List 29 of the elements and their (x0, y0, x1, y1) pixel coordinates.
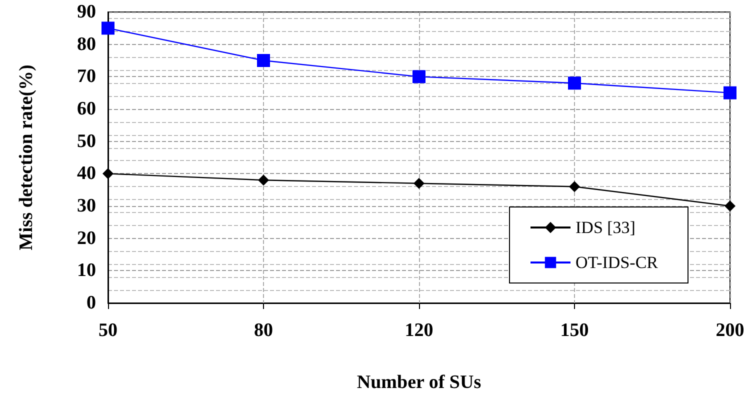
y-tick-label: 20 (77, 228, 96, 249)
x-tick-label: 150 (560, 320, 589, 341)
x-axis-title: Number of SUs (356, 372, 482, 393)
y-tick-label: 10 (77, 260, 96, 282)
point (412, 70, 426, 84)
legend-label: IDS [33] (576, 218, 636, 237)
y-tick-label: 90 (77, 2, 96, 22)
y-tick-label: 60 (77, 98, 96, 120)
y-tick-label: 70 (77, 66, 96, 88)
point (414, 178, 424, 189)
y-tick-label: 30 (77, 196, 96, 216)
point (257, 54, 270, 67)
x-tick-label: 80 (254, 320, 273, 341)
legend-label: OT-IDS-CR (576, 253, 659, 272)
y-tick-label: 0 (86, 292, 96, 314)
y-tick-label: 50 (77, 130, 96, 152)
x-tick-label: 200 (716, 320, 744, 341)
point (102, 22, 114, 35)
y-tick-label: 80 (77, 34, 96, 55)
point (724, 200, 736, 212)
point (258, 174, 269, 186)
point (724, 86, 736, 100)
x-tick-label: 50 (98, 320, 118, 341)
y-tick-label: 40 (77, 163, 96, 184)
point (569, 181, 580, 192)
point (102, 168, 114, 180)
y-axis-title: Miss detection rate(%) (16, 64, 37, 250)
point (568, 76, 581, 90)
x-tick-label: 120 (404, 320, 434, 341)
